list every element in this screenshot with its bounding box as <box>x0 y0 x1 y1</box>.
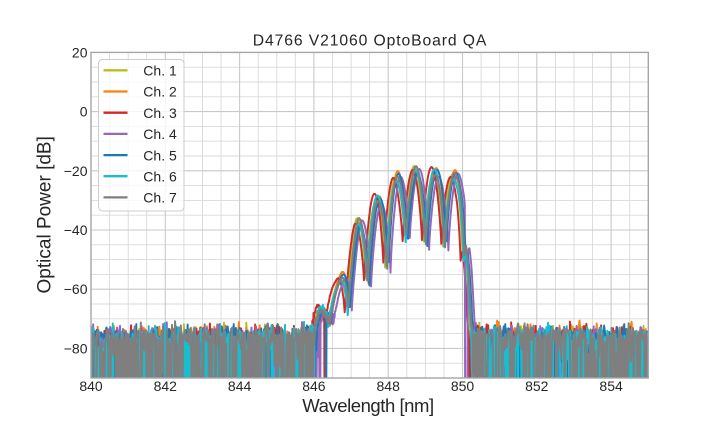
svg-text:852: 852 <box>525 378 549 394</box>
svg-text:0: 0 <box>80 104 88 120</box>
svg-text:Ch. 2: Ch. 2 <box>143 84 177 100</box>
svg-text:−40: −40 <box>64 222 88 238</box>
svg-text:20: 20 <box>72 44 88 60</box>
svg-text:844: 844 <box>228 378 252 394</box>
svg-text:Ch. 1: Ch. 1 <box>143 63 177 79</box>
svg-text:Ch. 5: Ch. 5 <box>143 147 177 163</box>
svg-text:−80: −80 <box>64 340 88 356</box>
svg-text:848: 848 <box>377 378 401 394</box>
svg-text:Ch. 3: Ch. 3 <box>143 105 177 121</box>
svg-text:Optical Power [dB]: Optical Power [dB] <box>35 136 56 293</box>
svg-text:D4766 V21060 OptoBoard QA: D4766 V21060 OptoBoard QA <box>253 33 487 50</box>
svg-text:Ch. 6: Ch. 6 <box>143 168 177 184</box>
svg-text:−60: −60 <box>64 281 88 297</box>
svg-text:840: 840 <box>79 378 103 394</box>
svg-text:Ch. 4: Ch. 4 <box>143 126 177 142</box>
svg-text:−20: −20 <box>64 163 88 179</box>
svg-text:854: 854 <box>599 378 623 394</box>
svg-text:Ch. 7: Ch. 7 <box>143 190 177 206</box>
svg-text:850: 850 <box>451 378 475 394</box>
svg-text:842: 842 <box>154 378 178 394</box>
svg-text:Wavelength [nm]: Wavelength [nm] <box>302 395 433 416</box>
svg-text:846: 846 <box>302 378 326 394</box>
